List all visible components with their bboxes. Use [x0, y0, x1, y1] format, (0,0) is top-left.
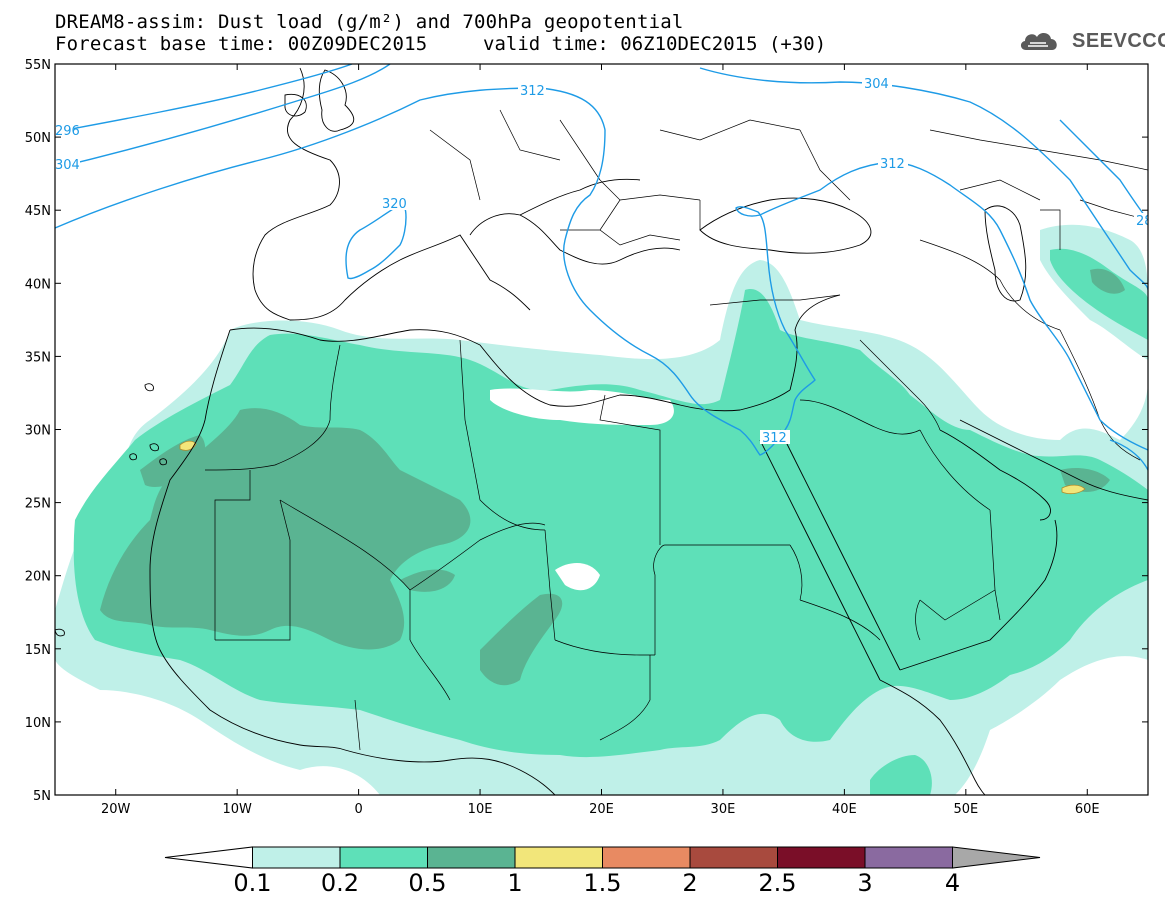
y-tick-label: 5N	[33, 789, 51, 804]
x-tick-label: 0	[354, 802, 362, 817]
contour-label: 312	[880, 157, 905, 172]
colorbar-label: 2.5	[758, 869, 796, 897]
colorbar-swatch	[777, 846, 866, 869]
contour-label: 28	[1136, 214, 1153, 229]
y-tick-label: 30N	[25, 424, 51, 439]
y-tick-label: 20N	[25, 570, 51, 585]
y-tick-label: 50N	[25, 131, 51, 146]
coastlines	[55, 67, 1148, 795]
colorbar-label: 0.2	[321, 869, 359, 897]
map-title: DREAM8-assim: Dust load (g/m²) and 700hP…	[55, 11, 684, 33]
colorbar-swatch	[689, 846, 778, 869]
colorbar-label: 1	[507, 869, 522, 897]
colorbar-swatch	[952, 846, 1041, 869]
x-tick-label: 20E	[589, 802, 614, 817]
x-tick-label: 10W	[222, 802, 252, 817]
x-tick-label: 50E	[953, 802, 978, 817]
axis-ticks: 20W 10W 0 10E 20E 30E 40E 50E 60E 55N 50N 45N 40N 35N…	[25, 58, 1148, 817]
contour-label: 312	[762, 431, 787, 446]
colorbar-swatch	[252, 846, 341, 869]
dust-holes	[490, 388, 674, 591]
borders	[204, 109, 1148, 751]
colorbar-label: 3	[857, 869, 872, 897]
y-tick-label: 45N	[25, 204, 51, 219]
forecast-base-time: Forecast base time: 00Z09DEC2015	[55, 33, 428, 55]
colorbar-swatch	[602, 846, 691, 869]
colorbar-swatch	[864, 846, 953, 869]
y-tick-label: 15N	[25, 643, 51, 658]
logo-text: SEEVCCC	[1072, 30, 1165, 52]
x-tick-label: 60E	[1075, 802, 1100, 817]
contour-label: 320	[382, 197, 407, 212]
y-tick-label: 55N	[25, 58, 51, 73]
colorbar-label: 0.1	[233, 869, 271, 897]
x-tick-label: 10E	[468, 802, 493, 817]
x-tick-label: 20W	[101, 802, 131, 817]
colorbar-swatch	[514, 846, 603, 869]
contour-label: 312	[520, 84, 545, 99]
colorbar-swatch	[164, 846, 253, 869]
colorbar-label: 0.5	[408, 869, 446, 897]
contour-label: 296	[55, 124, 80, 139]
colorbar-label: 1.5	[583, 869, 621, 897]
y-tick-label: 40N	[25, 277, 51, 292]
colorbar-label: 2	[682, 869, 697, 897]
colorbar-swatch	[339, 846, 428, 869]
colorbar-swatch	[427, 846, 516, 869]
contour-label: 304	[55, 158, 80, 173]
x-tick-label: 40E	[832, 802, 857, 817]
y-tick-label: 10N	[25, 716, 51, 731]
dust-layer-yellow	[179, 440, 1086, 495]
map-area: 296 304 312 320 304 312 312 28	[55, 64, 1153, 795]
contour-labels: 296 304 312 320 304 312 312 28	[55, 76, 1153, 446]
colorbar: 0.1 0.2 0.5 1 1.5 2 2.5 3 4	[164, 846, 1041, 897]
valid-time: valid time: 06Z10DEC2015 (+30)	[483, 33, 827, 55]
cloud-icon	[1020, 33, 1057, 50]
contour-label: 304	[864, 77, 889, 92]
geopotential-contours	[55, 64, 1148, 471]
colorbar-label: 4	[945, 869, 960, 897]
x-tick-label: 30E	[711, 802, 736, 817]
y-tick-label: 25N	[25, 497, 51, 512]
y-tick-label: 35N	[25, 350, 51, 365]
